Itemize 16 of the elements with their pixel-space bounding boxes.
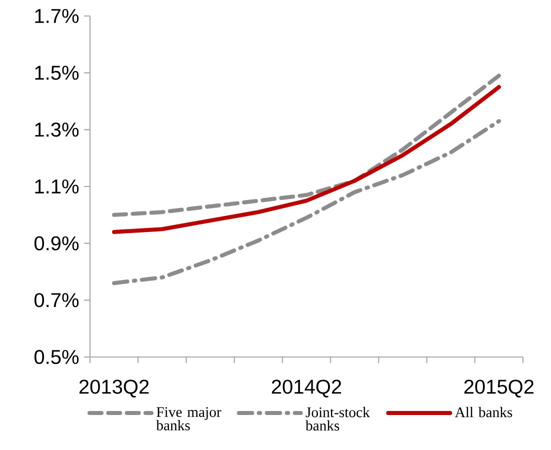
legend-label: Joint-stock banks (305, 406, 370, 431)
x-tick-label: 2013Q2 (79, 380, 149, 398)
y-tick-label: 1.3% (35, 122, 79, 137)
legend-label: Five major banks (156, 407, 222, 430)
legend-label: All banks (454, 406, 512, 418)
y-tick-label: 1.1% (35, 180, 79, 194)
y-tick-label: 0.9% (34, 236, 79, 250)
y-tick-label: 1.5% (35, 66, 79, 80)
y-tick-label: 0.5% (34, 350, 79, 364)
line-series (112, 119, 501, 286)
y-tick-label: 1.7% (35, 9, 79, 24)
x-tick-label: 2015Q2 (464, 380, 534, 398)
line-series (112, 85, 501, 234)
x-tick-label: 2014Q2 (272, 380, 342, 398)
line-series (112, 74, 501, 217)
y-tick-label: 0.7% (34, 293, 79, 308)
